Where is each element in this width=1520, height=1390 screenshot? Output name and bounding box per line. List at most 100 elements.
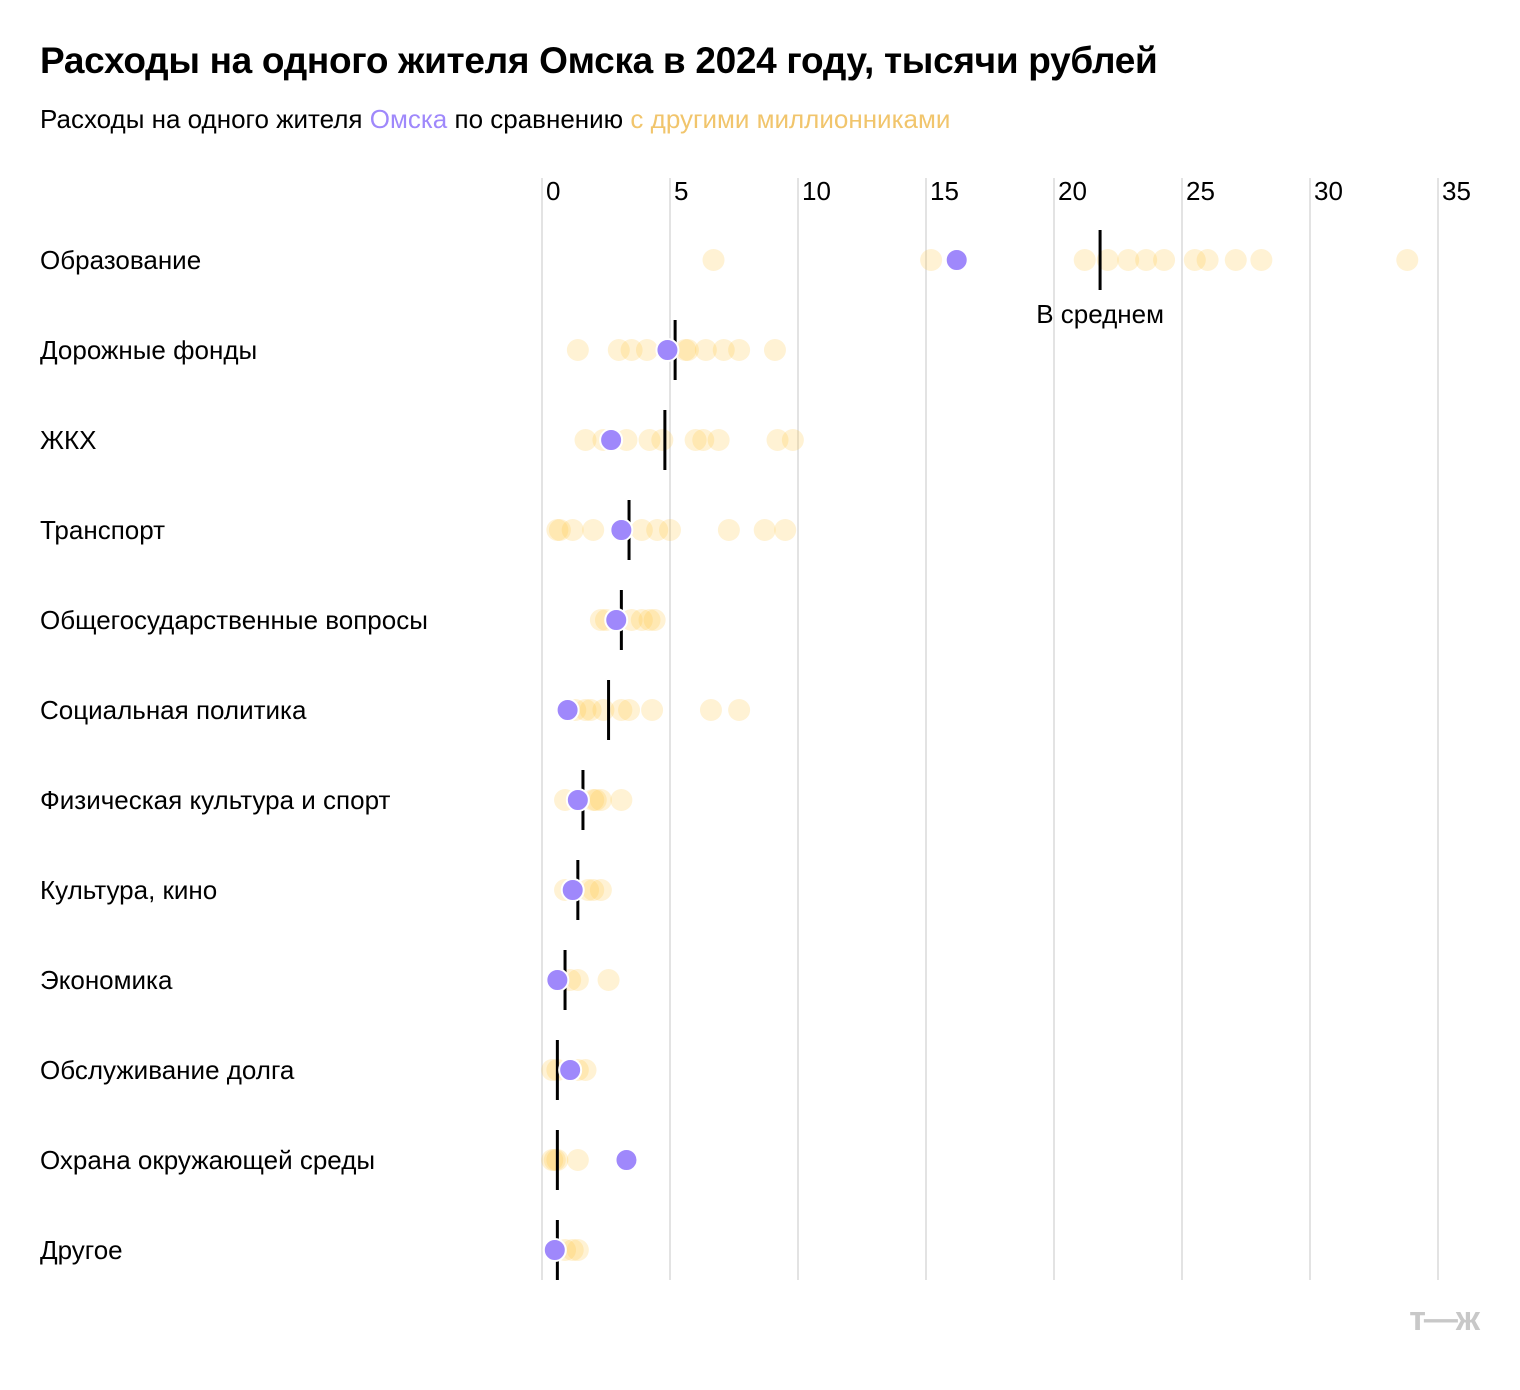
chart-title: Расходы на одного жителя Омска в 2024 го… <box>40 40 1158 81</box>
subtitle-omsk: Омска <box>369 104 448 134</box>
other-city-dot <box>566 969 589 991</box>
other-city-dot <box>579 699 602 721</box>
other-city-dot <box>728 699 751 721</box>
omsk-dot <box>609 518 634 542</box>
x-tick-label: 10 <box>802 176 831 206</box>
other-city-dot <box>781 429 804 451</box>
other-city-dot <box>651 429 674 451</box>
other-city-dot <box>574 699 597 721</box>
omsk-dot <box>599 428 624 452</box>
other-city-dot <box>641 699 664 721</box>
other-city-dot <box>548 519 571 541</box>
x-tick-label: 15 <box>930 176 959 206</box>
other-city-dot <box>618 699 641 721</box>
x-tick-label: 0 <box>546 176 560 206</box>
other-city-dot <box>692 429 715 451</box>
other-city-dot <box>659 519 681 541</box>
other-city-dot <box>546 519 569 541</box>
other-city-dot <box>589 879 612 901</box>
category-label: Другое <box>40 1235 123 1265</box>
category-label: Экономика <box>40 965 173 995</box>
other-city-dot <box>582 879 605 901</box>
other-city-dot <box>566 1239 589 1261</box>
category-label: Транспорт <box>40 515 165 545</box>
category-label: Социальная политика <box>40 695 307 725</box>
omsk-dot <box>655 338 680 362</box>
other-city-dot <box>676 339 699 361</box>
mean-annotation: В среднем <box>1036 299 1164 329</box>
other-city-dot <box>1073 249 1096 271</box>
other-city-dot <box>630 519 653 541</box>
category-label: Физическая культура и спорт <box>40 785 390 815</box>
other-city-dot <box>597 969 620 991</box>
other-city-dot <box>610 789 633 811</box>
omsk-dot <box>944 248 969 272</box>
other-city-dot <box>620 339 643 361</box>
other-city-dot <box>1096 249 1119 271</box>
other-city-dot <box>699 699 722 721</box>
other-city-dot <box>582 519 605 541</box>
other-city-dot <box>717 519 740 541</box>
subtitle-others: с другими миллионниками <box>630 104 951 134</box>
other-city-dot <box>574 429 597 451</box>
category-label: Образование <box>40 245 201 275</box>
other-city-dot <box>646 519 669 541</box>
x-tick-label: 20 <box>1058 176 1087 206</box>
other-city-dot <box>543 1149 566 1171</box>
other-city-dot <box>694 339 717 361</box>
other-city-dot <box>1117 249 1140 271</box>
x-tick-label: 25 <box>1186 176 1215 206</box>
other-city-dot <box>766 429 789 451</box>
other-city-dot <box>1224 249 1247 271</box>
other-city-dot <box>584 789 607 811</box>
omsk-dot <box>604 608 629 632</box>
other-city-dot <box>684 429 707 451</box>
x-tick-label: 30 <box>1314 176 1343 206</box>
omsk-dot <box>542 1238 567 1262</box>
other-city-dot <box>702 249 725 271</box>
x-tick-label: 35 <box>1442 176 1471 206</box>
other-city-dot <box>1135 249 1158 271</box>
category-label: Дорожные фонды <box>40 335 257 365</box>
other-city-dot <box>566 339 589 361</box>
other-city-dot <box>643 609 666 631</box>
other-city-dot <box>638 609 661 631</box>
category-label: ЖКХ <box>40 425 97 455</box>
subtitle-text: Расходы на одного жителя <box>40 104 370 134</box>
omsk-dot <box>545 968 570 992</box>
other-city-dot <box>1396 249 1419 271</box>
omsk-dot <box>560 878 585 902</box>
other-city-dot <box>561 519 584 541</box>
other-city-dot <box>1153 249 1176 271</box>
other-city-dot <box>561 1239 584 1261</box>
other-city-dot <box>630 609 653 631</box>
other-city-dot <box>1250 249 1273 271</box>
other-city-dot <box>566 1149 589 1171</box>
x-tick-label: 5 <box>674 176 688 206</box>
other-city-dot <box>774 519 797 541</box>
other-city-dot <box>712 339 735 361</box>
other-city-dot <box>1183 249 1206 271</box>
category-label: Обслуживание долга <box>40 1055 295 1085</box>
chart-subtitle: Расходы на одного жителя Омска по сравне… <box>40 104 950 135</box>
omsk-dot <box>558 1058 583 1082</box>
other-city-dot <box>635 339 658 361</box>
category-label: Охрана окружающей среды <box>40 1145 375 1175</box>
category-label: Культура, кино <box>40 875 217 905</box>
omsk-dot <box>555 698 580 722</box>
other-city-dot <box>753 519 776 541</box>
other-city-dot <box>607 339 630 361</box>
other-city-dot <box>763 339 786 361</box>
other-city-dot <box>1196 249 1219 271</box>
other-city-dot <box>728 339 751 361</box>
omsk-dot <box>565 788 590 812</box>
logo: т—ж <box>1409 1300 1480 1338</box>
other-city-dot <box>674 339 697 361</box>
omsk-dot <box>614 1148 639 1172</box>
other-city-dot <box>707 429 730 451</box>
category-label: Общегосударственные вопросы <box>40 605 428 635</box>
other-city-dot <box>589 789 612 811</box>
subtitle-text-2: по сравнению <box>447 104 631 134</box>
